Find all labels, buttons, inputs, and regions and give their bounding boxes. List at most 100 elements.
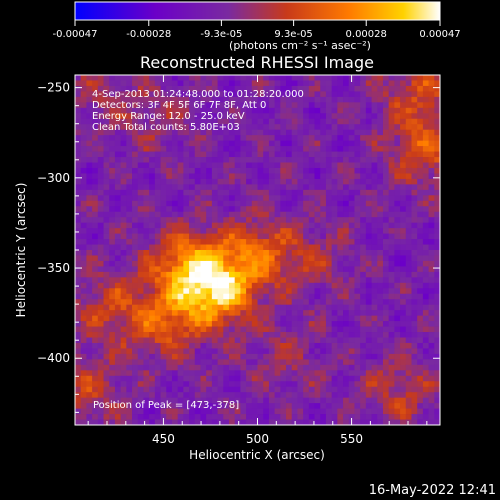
- heatmap-cell: [149, 140, 156, 147]
- heatmap-cell: [166, 173, 173, 180]
- heatmap-cell: [388, 157, 395, 163]
- heatmap-cell: [325, 326, 333, 333]
- heatmap-cell: [92, 124, 99, 131]
- heatmap-cell: [143, 244, 150, 251]
- heatmap-cell: [114, 129, 122, 136]
- heatmap-cell: [194, 310, 201, 317]
- heatmap-cell: [360, 167, 367, 174]
- heatmap-cell: [371, 326, 378, 333]
- heatmap-cell: [240, 375, 247, 382]
- heatmap-cell: [132, 337, 139, 344]
- heatmap-cell: [360, 75, 367, 81]
- heatmap-cell: [251, 271, 258, 278]
- heatmap-cell: [160, 222, 167, 229]
- heatmap-cell: [114, 364, 122, 371]
- heatmap-cell: [217, 96, 224, 103]
- heatmap-cell: [320, 206, 327, 213]
- heatmap-cell: [228, 250, 236, 256]
- heatmap-cell: [240, 348, 247, 355]
- heatmap-cell: [189, 266, 196, 273]
- heatmap-cell: [297, 337, 304, 344]
- heatmap-cell: [228, 299, 236, 306]
- heatmap-cell: [348, 135, 355, 142]
- heatmap-cell: [291, 173, 298, 180]
- heatmap-cell: [103, 315, 110, 322]
- heatmap-cell: [92, 288, 99, 295]
- heatmap-cell: [92, 414, 99, 420]
- heatmap-cell: [411, 135, 418, 142]
- heatmap-cell: [354, 326, 361, 333]
- heatmap-cell: [103, 184, 110, 191]
- heatmap-cell: [206, 326, 213, 333]
- heatmap-cell: [143, 419, 150, 426]
- heatmap-cell: [405, 118, 412, 125]
- heatmap-cell: [234, 282, 241, 289]
- heatmap-cell: [377, 167, 384, 174]
- heatmap-cell: [388, 184, 395, 191]
- heatmap-cell: [171, 222, 179, 229]
- heatmap-cell: [325, 266, 333, 273]
- heatmap-cell: [211, 293, 218, 300]
- heatmap-cell: [422, 271, 429, 278]
- footer-date: 16-May-2022 12:41: [369, 483, 496, 498]
- heatmap-cell: [189, 107, 196, 114]
- heatmap-cell: [137, 386, 144, 393]
- heatmap-cell: [382, 266, 390, 273]
- heatmap-cell: [308, 211, 315, 218]
- heatmap-cell: [234, 337, 241, 344]
- heatmap-cell: [371, 206, 378, 213]
- heatmap-cell: [411, 211, 418, 218]
- heatmap-cell: [382, 162, 390, 169]
- heatmap-cell: [434, 80, 441, 87]
- x-tick-label: 550: [340, 432, 363, 446]
- heatmap-cell: [217, 408, 224, 415]
- heatmap-cell: [422, 211, 429, 218]
- heatmap-cell: [211, 233, 218, 240]
- heatmap-cell: [228, 260, 236, 267]
- heatmap-cell: [394, 321, 401, 327]
- heatmap-cell: [297, 157, 304, 163]
- heatmap-cell: [422, 250, 429, 256]
- heatmap-cell: [434, 91, 441, 98]
- heatmap-cell: [240, 173, 247, 180]
- heatmap-cell: [268, 200, 276, 207]
- heatmap-cell: [394, 200, 401, 207]
- heatmap-cell: [80, 113, 87, 120]
- heatmap-cell: [286, 304, 293, 311]
- heatmap-cell: [103, 206, 110, 213]
- heatmap-cell: [177, 173, 184, 180]
- heatmap-cell: [257, 162, 264, 169]
- heatmap-cell: [297, 375, 304, 382]
- heatmap-cell: [365, 299, 372, 306]
- heatmap-cell: [86, 96, 93, 103]
- heatmap-cell: [246, 419, 253, 426]
- heatmap-cell: [343, 195, 350, 202]
- heatmap-cell: [103, 129, 110, 136]
- heatmap-cell: [303, 195, 310, 202]
- heatmap-cell: [297, 419, 304, 426]
- heatmap-cell: [348, 91, 355, 98]
- heatmap-cell: [109, 419, 116, 426]
- heatmap-cell: [189, 315, 196, 322]
- heatmap-cell: [251, 129, 258, 136]
- heatmap-cell: [360, 157, 367, 163]
- heatmap-cell: [143, 370, 150, 377]
- heatmap-cell: [314, 337, 321, 344]
- heatmap-cell: [240, 326, 247, 333]
- heatmap-cell: [377, 260, 384, 267]
- heatmap-cell: [297, 321, 304, 327]
- heatmap-cell: [337, 337, 344, 344]
- heatmap-cell: [149, 184, 156, 191]
- heatmap-cell: [343, 359, 350, 366]
- heatmap-cell: [149, 189, 156, 196]
- heatmap-cell: [80, 184, 87, 191]
- heatmap-cell: [405, 359, 412, 366]
- heatmap-cell: [177, 342, 184, 349]
- heatmap-cell: [394, 96, 401, 103]
- heatmap-cell: [109, 91, 116, 98]
- heatmap-cell: [211, 332, 218, 338]
- heatmap-cell: [86, 271, 93, 278]
- heatmap-cell: [400, 408, 407, 415]
- heatmap-cell: [257, 200, 264, 207]
- heatmap-cell: [154, 146, 161, 152]
